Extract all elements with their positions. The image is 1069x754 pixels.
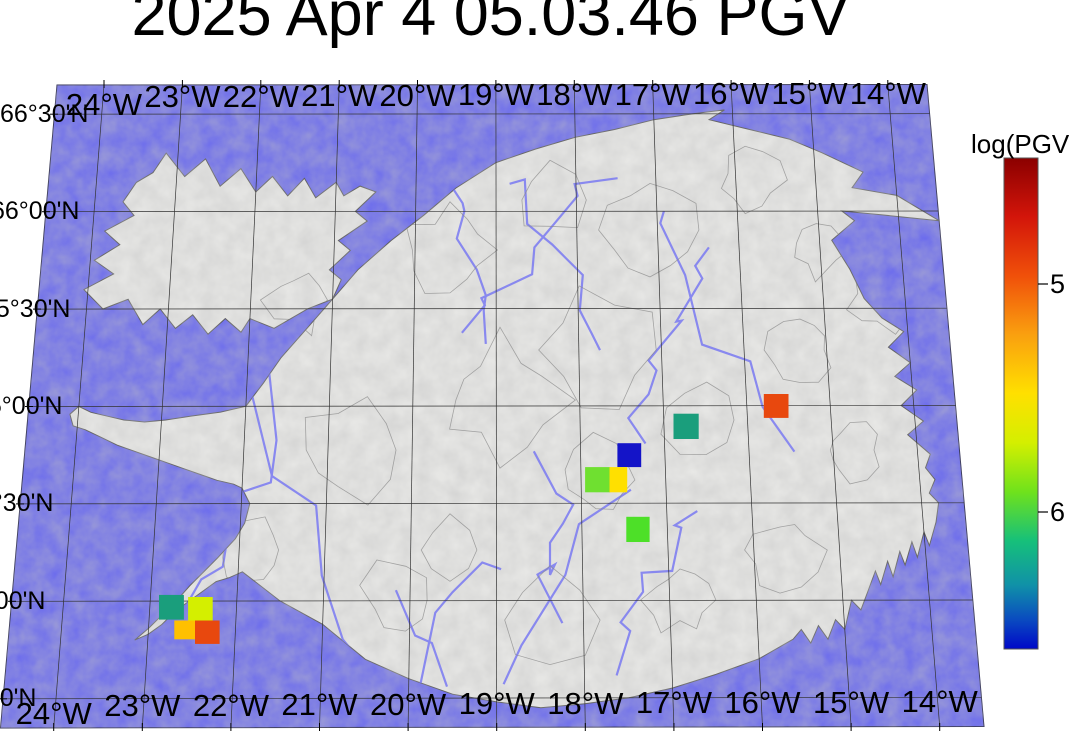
svg-text:15°W: 15°W	[771, 76, 848, 111]
svg-text:23°W: 23°W	[104, 688, 181, 723]
svg-text:66°30'N: 66°30'N	[0, 100, 88, 128]
svg-text:14°W: 14°W	[850, 76, 927, 111]
svg-text:17°W: 17°W	[636, 685, 713, 720]
svg-text:21°W: 21°W	[281, 687, 358, 722]
svg-text:16°W: 16°W	[693, 76, 770, 111]
svg-text:22°W: 22°W	[223, 79, 300, 114]
svg-text:65°00'N: 65°00'N	[0, 392, 62, 420]
svg-text:14°W: 14°W	[902, 684, 979, 719]
svg-text:64°00'N: 64°00'N	[0, 587, 45, 615]
svg-text:20°W: 20°W	[370, 687, 447, 722]
svg-text:19°W: 19°W	[458, 77, 535, 112]
svg-text:5: 5	[1050, 269, 1065, 299]
svg-text:17°W: 17°W	[615, 77, 692, 112]
svg-text:22°W: 22°W	[193, 688, 270, 723]
svg-text:6: 6	[1050, 497, 1065, 527]
svg-text:18°W: 18°W	[536, 77, 613, 112]
svg-text:66°00'N: 66°00'N	[0, 197, 79, 225]
svg-text:18°W: 18°W	[547, 686, 624, 721]
svg-text:64°30'N: 64°30'N	[0, 489, 53, 517]
svg-text:16°W: 16°W	[724, 685, 801, 720]
svg-text:23°W: 23°W	[144, 79, 221, 114]
svg-text:20°W: 20°W	[379, 78, 456, 113]
svg-text:63°30'N: 63°30'N	[0, 684, 36, 712]
svg-text:21°W: 21°W	[301, 78, 378, 113]
svg-text:15°W: 15°W	[813, 685, 890, 720]
svg-text:19°W: 19°W	[459, 686, 536, 721]
svg-text:65°30'N: 65°30'N	[0, 295, 70, 323]
svg-text:log(PGV): log(PGV)	[971, 129, 1069, 159]
